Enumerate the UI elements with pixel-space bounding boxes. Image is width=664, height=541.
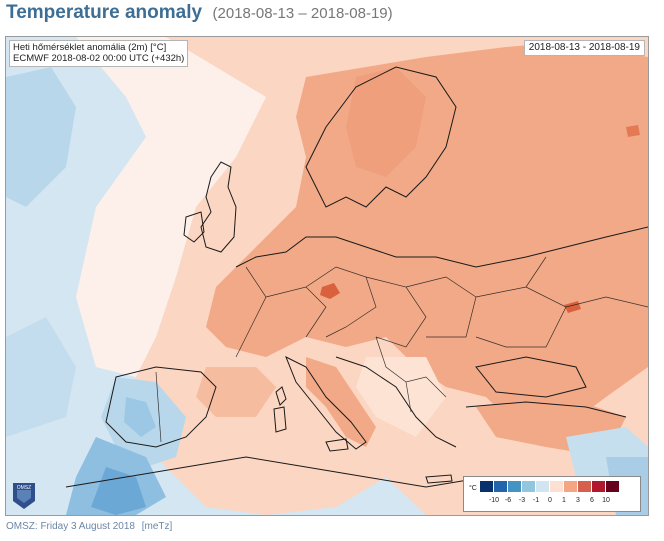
hotspot-north bbox=[626, 125, 640, 137]
italy-warm bbox=[306, 357, 376, 447]
coastline-scandinavia bbox=[305, 66, 457, 208]
map-legend: °C -10 -6 -3 -1 0 1 3 6 10 bbox=[463, 476, 641, 512]
legend-tick: 10 bbox=[602, 497, 610, 504]
borders-eastern-europe bbox=[475, 256, 648, 348]
legend-swatch bbox=[592, 481, 606, 492]
coastline-balkans bbox=[335, 356, 457, 448]
neutral-band bbox=[76, 37, 306, 377]
legend-swatch bbox=[550, 481, 564, 492]
coastline-crete bbox=[425, 474, 453, 484]
legend-swatch bbox=[494, 481, 508, 492]
coastline-corsica bbox=[275, 386, 287, 406]
coastline-continent bbox=[235, 226, 648, 268]
balkan-neutral bbox=[356, 357, 446, 437]
legend-tick: -6 bbox=[504, 497, 512, 504]
legend-color-bar bbox=[480, 481, 620, 492]
borders-western-europe bbox=[235, 266, 377, 358]
coastline-north-africa bbox=[65, 456, 487, 488]
footer-credit-text: OMSZ: Friday 3 August 2018 bbox=[6, 521, 135, 532]
legend-swatch bbox=[480, 481, 494, 492]
legend-tick: 3 bbox=[576, 497, 580, 504]
legend-unit: °C bbox=[469, 485, 477, 492]
legend-tick: -1 bbox=[532, 497, 540, 504]
info-line-model: ECMWF 2018-08-02 00:00 UTC (+432h) bbox=[13, 53, 185, 64]
legend-swatch bbox=[536, 481, 550, 492]
atlantic-blue-patch bbox=[6, 67, 76, 207]
warm-anomaly-region bbox=[206, 42, 648, 437]
legend-tick: 6 bbox=[590, 497, 594, 504]
logo-text: OMSZ bbox=[17, 485, 31, 491]
borders-balkans bbox=[375, 336, 447, 413]
legend-tick: -3 bbox=[518, 497, 526, 504]
scandinavia-warm bbox=[346, 67, 426, 177]
coastline-ireland bbox=[183, 211, 205, 243]
coastline-black-sea bbox=[475, 356, 587, 398]
footer-credit: OMSZ: Friday 3 August 2018 [meTz] bbox=[6, 521, 172, 532]
omsz-logo: OMSZ bbox=[11, 481, 37, 511]
map-info-box: Heti hőmérséklet anomália (2m) [°C] ECMW… bbox=[9, 40, 189, 67]
borders-iberia bbox=[155, 371, 162, 443]
iberia-cool-dark bbox=[124, 397, 156, 437]
header: Temperature anomaly (2018-08-13 – 2018-0… bbox=[6, 2, 393, 28]
coastline-uk bbox=[200, 161, 237, 253]
legend-tick: 1 bbox=[562, 497, 566, 504]
coastline-italy bbox=[285, 355, 367, 450]
coastline-iberia bbox=[105, 366, 217, 448]
map-canvas bbox=[6, 37, 648, 515]
page-title: Temperature anomaly bbox=[6, 2, 203, 23]
legend-tick: 0 bbox=[548, 497, 552, 504]
iberia-edge-warm bbox=[196, 367, 276, 417]
info-line-title: Heti hőmérséklet anomália (2m) [°C] bbox=[13, 42, 167, 53]
anomaly-map: Heti hőmérséklet anomália (2m) [°C] ECMW… bbox=[5, 36, 649, 516]
legend-swatch bbox=[606, 481, 620, 492]
legend-swatch bbox=[578, 481, 592, 492]
legend-swatch bbox=[522, 481, 536, 492]
morocco-cool-dark bbox=[91, 467, 146, 515]
atlantic-blue-patch-south bbox=[6, 317, 76, 437]
coastline-sardinia bbox=[273, 406, 287, 433]
map-date-label: 2018-08-13 - 2018-08-19 bbox=[523, 40, 645, 56]
legend-tick: -10 bbox=[488, 497, 500, 504]
legend-swatch bbox=[508, 481, 522, 492]
hotspot-central bbox=[320, 283, 340, 299]
coastline-turkey bbox=[465, 401, 627, 418]
date-range-subtitle: (2018-08-13 – 2018-08-19) bbox=[212, 5, 393, 22]
footer-link[interactable]: [meTz] bbox=[141, 521, 173, 532]
legend-swatch bbox=[564, 481, 578, 492]
coastline-sicily bbox=[325, 438, 349, 452]
